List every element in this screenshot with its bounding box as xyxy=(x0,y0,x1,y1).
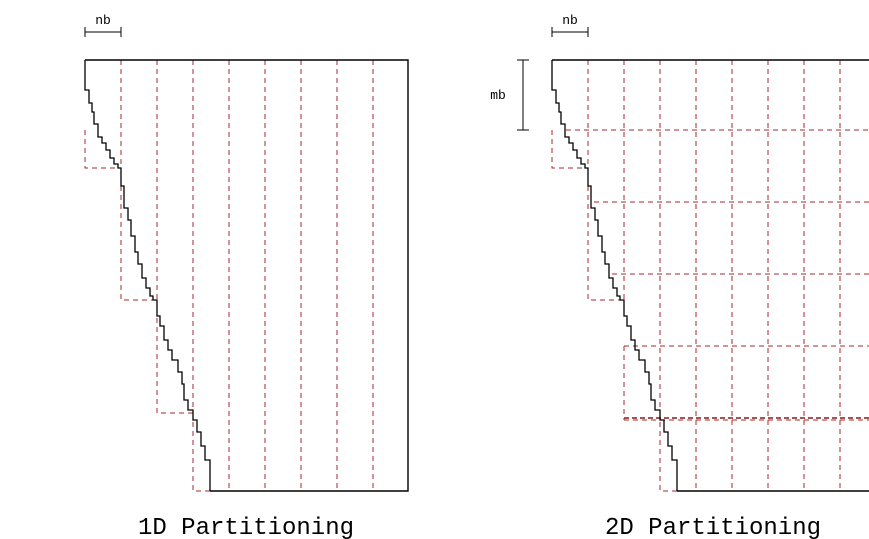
mb-scale-bar: mb xyxy=(490,59,529,131)
nb-scale-bar-2d: nb xyxy=(551,13,589,37)
row-block-lines xyxy=(566,129,869,421)
panel-2d: nb mb xyxy=(490,13,869,539)
nb-scale-bar: nb xyxy=(84,13,122,37)
staircase-profile xyxy=(84,60,211,491)
matrix-outline xyxy=(85,59,409,492)
mb-label: mb xyxy=(490,88,506,103)
nb-label: nb xyxy=(95,13,111,28)
nb-label-2d: nb xyxy=(562,13,578,28)
panel-1d: nb 1D Partitioning xyxy=(84,13,409,539)
column-block-lines-2d xyxy=(587,60,841,491)
column-block-lines xyxy=(120,60,374,491)
caption-2d: 2D Partitioning xyxy=(605,515,821,539)
block-boundaries xyxy=(84,130,211,492)
staircase-profile-2d xyxy=(551,60,678,491)
caption-1d: 1D Partitioning xyxy=(138,515,354,539)
block-boundaries-2d xyxy=(551,130,678,492)
